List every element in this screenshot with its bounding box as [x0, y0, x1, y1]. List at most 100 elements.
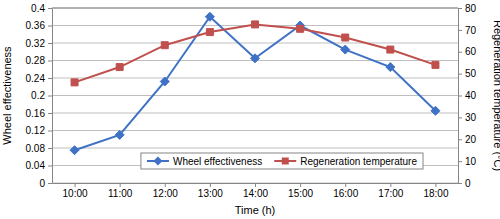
tick-label: 11:00 — [108, 188, 133, 199]
y2-axis: 01020304050607080 — [458, 3, 477, 189]
tick-mark — [120, 183, 121, 187]
tick: 0.32 — [26, 38, 52, 49]
tick: 12:00 — [153, 183, 178, 199]
tick-label: 15:00 — [288, 188, 313, 199]
tick-mark — [390, 183, 391, 187]
marker — [297, 25, 304, 32]
tick-mark — [75, 183, 76, 187]
tick-mark — [458, 74, 462, 75]
marker — [252, 21, 259, 28]
tick-mark — [48, 183, 52, 184]
tick: 70 — [458, 25, 477, 36]
tick-mark — [435, 183, 436, 187]
marker — [386, 63, 395, 72]
marker — [160, 77, 169, 86]
tick: 0 — [39, 178, 52, 189]
tick-label: 16:00 — [333, 188, 358, 199]
marker — [431, 106, 440, 115]
tick: 0.16 — [26, 108, 52, 119]
tick: 60 — [458, 46, 477, 57]
y2-axis-title: Regeneration temperature (°C) — [492, 20, 500, 171]
tick-mark — [458, 8, 462, 9]
tick-mark — [458, 139, 462, 140]
legend-entry: Regeneration temperature — [274, 156, 417, 167]
tick-label: 0 — [39, 178, 45, 189]
tick: 30 — [458, 112, 477, 123]
tick-label: 0.04 — [26, 160, 46, 171]
tick-label: 0.08 — [26, 143, 46, 154]
legend-entry: Wheel effectiveness — [147, 156, 262, 167]
legend-box — [141, 153, 423, 169]
tick: 16:00 — [333, 183, 358, 199]
tick: 0.36 — [26, 20, 52, 31]
grid-line — [52, 113, 458, 114]
tick-label: 0.12 — [26, 125, 46, 136]
tick-mark — [48, 43, 52, 44]
tick-mark — [458, 30, 462, 31]
marker — [341, 45, 350, 54]
tick-label: 0.28 — [26, 55, 46, 66]
grid-line — [52, 148, 458, 149]
marker — [161, 42, 168, 49]
tick-label: 14:00 — [243, 188, 268, 199]
tick-label: 0.2 — [31, 90, 45, 101]
tick: 0.2 — [31, 90, 52, 101]
tick: 20 — [458, 134, 477, 145]
tick-mark — [48, 8, 52, 9]
legend: Wheel effectiveness Regeneration temperat… — [141, 153, 423, 169]
tick-mark — [165, 183, 166, 187]
x-axis-title: Time (h) — [235, 204, 276, 216]
tick-label: 0.32 — [26, 38, 46, 49]
tick: 0.4 — [31, 3, 52, 14]
tick-label: 60 — [465, 46, 477, 57]
marker — [205, 12, 214, 21]
tick: 40 — [458, 90, 477, 101]
tick-label: 12:00 — [153, 188, 178, 199]
tick-mark — [48, 166, 52, 167]
tick-mark — [48, 113, 52, 114]
tick: 10:00 — [63, 183, 88, 199]
marker — [387, 46, 394, 53]
grid-line — [52, 8, 458, 9]
grid — [52, 8, 458, 183]
chart: 10:0011:0012:0013:0014:0015:0016:0017:00… — [0, 0, 500, 219]
grid-line — [52, 130, 458, 131]
tick-label: 0.24 — [26, 73, 46, 84]
tick: 80 — [458, 3, 477, 14]
tick-mark — [48, 78, 52, 79]
marker — [116, 64, 123, 71]
legend-marker — [282, 158, 289, 165]
tick-mark — [210, 183, 211, 187]
plot-area: 10:0011:0012:0013:0014:0015:0016:0017:00… — [26, 3, 477, 199]
marker — [206, 29, 213, 36]
tick-mark — [255, 183, 256, 187]
tick: 0.28 — [26, 55, 52, 66]
tick-mark — [458, 96, 462, 97]
tick: 18:00 — [423, 183, 448, 199]
tick: 13:00 — [198, 183, 223, 199]
marker — [70, 146, 79, 155]
tick-label: 50 — [465, 68, 477, 79]
y-axis: 0 0.04 0.08 0.12 0.16 0.2 0.24 0.28 0.32 0.36 0.4 — [26, 3, 53, 189]
legend-label: Wheel effectiveness — [173, 156, 262, 167]
axis-line — [52, 9, 53, 184]
legend-label: Regeneration temperature — [300, 156, 417, 167]
marker — [342, 34, 349, 41]
legend-marker — [153, 157, 162, 166]
marker — [71, 79, 78, 86]
tick-label: 70 — [465, 25, 477, 36]
marker — [432, 61, 439, 68]
tick-mark — [48, 26, 52, 27]
tick-label: 10:00 — [63, 188, 88, 199]
x-axis: 10:0011:0012:0013:0014:0015:0016:0017:00… — [53, 183, 459, 199]
tick-mark — [458, 52, 462, 53]
frame — [52, 8, 458, 9]
tick: 0.24 — [26, 73, 52, 84]
tick: 0.08 — [26, 143, 52, 154]
tick: 0 — [458, 178, 471, 189]
tick-label: 13:00 — [198, 188, 223, 199]
tick-mark — [345, 183, 346, 187]
y-axis-title: Wheel effectiveness — [1, 46, 13, 145]
tick-mark — [48, 148, 52, 149]
tick-label: 0 — [465, 178, 471, 189]
